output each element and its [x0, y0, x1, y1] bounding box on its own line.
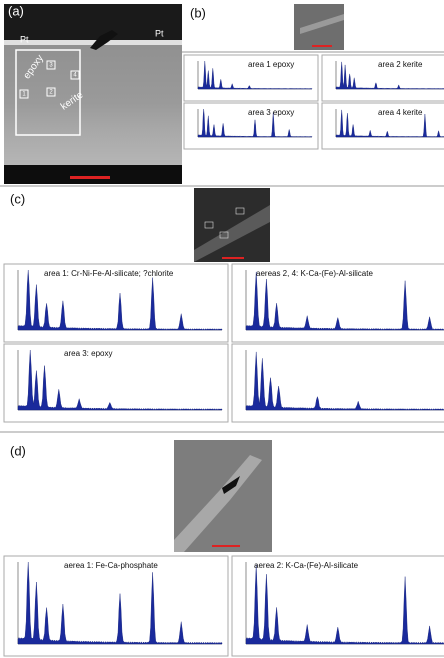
spectrum-title: area 1 epoxy: [248, 60, 294, 69]
area-label: 3: [49, 63, 53, 69]
spectrum-title: aerea 2: K-Ca-(Fe)-Al-silicate: [254, 561, 359, 570]
panel-label: (b): [190, 5, 206, 20]
spectrum: area 1: Cr-Ni-Fe-Al-silicate; ?chlorite: [3, 263, 229, 343]
area-label: 4: [73, 73, 77, 79]
panel-label: (a): [8, 3, 24, 18]
annotation: Pt: [155, 28, 164, 38]
spectrum: area 2 kerite: [321, 54, 444, 102]
spectrum-trace: [197, 60, 313, 90]
spectra: area 1 epoxy area 2 kerite area 3 epoxy are…: [3, 54, 444, 657]
spectrum-trace: [335, 109, 444, 138]
area-label: 1: [22, 92, 26, 98]
spectrum-trace: [17, 269, 223, 331]
spectrum: [231, 343, 444, 423]
spectrum: area 3 epoxy: [183, 102, 319, 150]
panel-label: (d): [10, 443, 26, 458]
annotation: Pt: [20, 34, 29, 44]
micrograph-d: [174, 440, 272, 552]
spectrum-frame: [183, 54, 319, 102]
spectrum: aerea 1: Fe-Ca-phosphate: [3, 555, 229, 657]
spectrum-trace: [245, 271, 444, 331]
panel-label: (c): [10, 191, 25, 206]
spectrum-title: area 4 kerite: [378, 108, 423, 117]
micrograph-c: [194, 188, 270, 262]
micrograph-b: [294, 4, 344, 50]
spectrum-title: area 2 kerite: [378, 60, 423, 69]
spectrum-trace: [197, 108, 313, 138]
spectrum-title: area 3: epoxy: [64, 349, 112, 358]
spectrum-trace: [245, 564, 444, 645]
spectrum: area 4 kerite: [321, 102, 444, 150]
spectrum: area 3: epoxy: [3, 343, 229, 423]
spectrum-trace: [17, 561, 223, 645]
spectrum-trace: [335, 61, 444, 90]
spectrum-title: aereas 2, 4: K-Ca-(Fe)-Al-silicate: [256, 269, 373, 278]
spectrum-trace: [245, 351, 444, 411]
spectrum-title: aerea 1: Fe-Ca-phosphate: [64, 561, 158, 570]
spectrum: aerea 2: K-Ca-(Fe)-Al-silicate: [231, 555, 444, 657]
spectrum-title: area 3 epoxy: [248, 108, 294, 117]
micrograph-a: [4, 4, 182, 184]
spectrum-frame: [183, 102, 319, 150]
spectrum-title: area 1: Cr-Ni-Fe-Al-silicate; ?chlorite: [44, 269, 174, 278]
area-label: 2: [49, 90, 53, 96]
spectrum: aereas 2, 4: K-Ca-(Fe)-Al-silicate: [231, 263, 444, 343]
spectrum-trace: [17, 349, 223, 411]
spectrum: area 1 epoxy: [183, 54, 319, 102]
